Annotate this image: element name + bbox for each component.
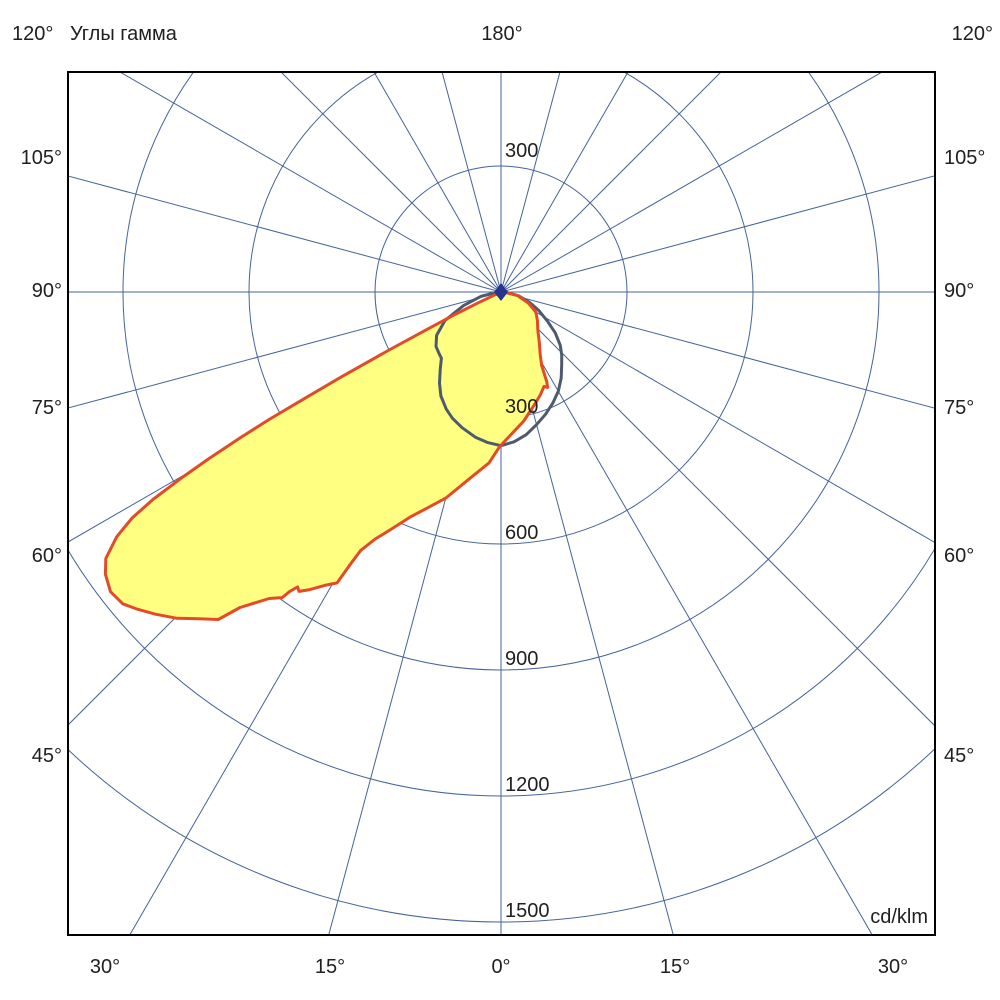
left-angle-label-105: 105° — [20, 147, 62, 169]
gamma-ray-195 — [500, 72, 561, 293]
beam-curve-c0-c180 — [103, 290, 550, 621]
gamma-ray-135 — [280, 72, 502, 293]
right-angle-label-60: 60° — [944, 545, 975, 567]
curves — [103, 283, 564, 621]
gamma-ray-285 — [500, 291, 935, 409]
ring-value-label-300: 300 — [505, 396, 538, 418]
gamma-ray-300 — [500, 291, 935, 544]
ring-value-label-600: 600 — [505, 522, 538, 544]
left-angle-label-60: 60° — [31, 545, 62, 567]
ring-value-label-1200: 1200 — [505, 774, 550, 796]
left-angle-label-90: 90° — [31, 280, 62, 302]
gamma-ray-75 — [68, 291, 502, 409]
gamma-ray-225 — [500, 72, 722, 293]
plot-frame — [67, 71, 936, 936]
gamma-ray-315 — [500, 291, 935, 727]
left-angle-label-45: 45° — [31, 745, 62, 767]
bottom-angle-label-30: 30° — [877, 956, 909, 978]
right-angle-label-105: 105° — [944, 147, 986, 169]
top-angle-label-left: 120° — [12, 23, 54, 45]
gamma-ray-210 — [500, 72, 629, 293]
gamma-ray-165 — [441, 72, 502, 293]
ring-value-label-1500: 1500 — [505, 900, 550, 922]
top-angle-label-right: 120° — [951, 23, 993, 45]
right-angle-label-90: 90° — [944, 280, 975, 302]
right-angle-label-45: 45° — [944, 745, 975, 767]
left-angle-label-75: 75° — [31, 397, 62, 419]
gamma-ray-255 — [500, 175, 935, 293]
bottom-angle-label-neg30: 30° — [89, 956, 121, 978]
beam-fill — [105, 292, 548, 620]
ring-600 — [248, 72, 754, 545]
ring-900 — [122, 72, 880, 671]
gamma-ray-330 — [500, 291, 873, 935]
gamma-ray-345 — [500, 291, 674, 935]
ring-1500 — [68, 747, 935, 923]
gamma-ray-240 — [500, 72, 884, 293]
ring-value-label-top-300: 300 — [505, 140, 538, 162]
bottom-angle-label-15: 15° — [659, 956, 691, 978]
right-angle-label-75: 75° — [944, 397, 975, 419]
ring-value-label-900: 900 — [505, 648, 538, 670]
gamma-axis-title: Углы гамма — [70, 23, 177, 45]
ring-1200 — [68, 546, 935, 797]
bottom-angle-label-0: 0° — [491, 956, 511, 978]
gamma-ray-105 — [68, 175, 502, 293]
center-marker — [494, 283, 508, 301]
gamma-ray-150 — [373, 72, 502, 293]
gamma-ray-120 — [118, 72, 502, 293]
unit-label: cd/klm — [870, 906, 928, 928]
bottom-angle-label-neg15: 15° — [314, 956, 346, 978]
top-angle-label-center: 180° — [481, 23, 523, 45]
